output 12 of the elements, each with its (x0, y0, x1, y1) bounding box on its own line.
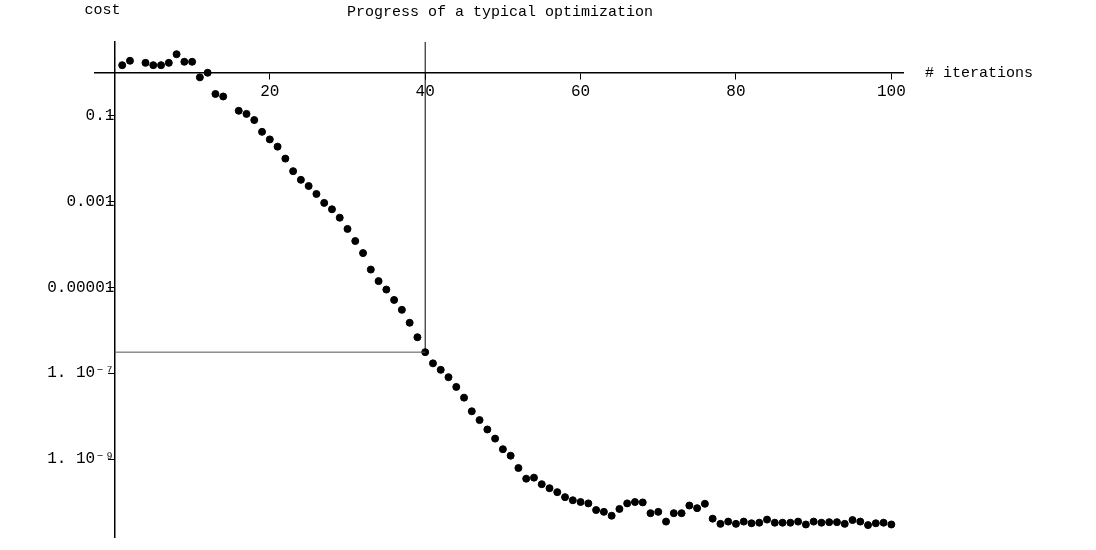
x-tick-label: 20 (260, 82, 280, 101)
x-tick-label: 80 (726, 82, 746, 101)
y-axis-title: cost (84, 1, 121, 19)
y-tick-label: 1. 10⁻⁷ (47, 364, 115, 383)
x-tick-label: 60 (570, 82, 591, 101)
y-tick-label: 0.001 (66, 192, 115, 211)
chart-title: Progress of a typical optimization (346, 3, 654, 21)
y-tick-label: 0.1 (85, 106, 115, 125)
y-tick-label: 1. 10⁻⁹ (47, 450, 115, 469)
y-tick-label: 0.00001 (47, 278, 115, 297)
x-tick-label: 100 (876, 82, 906, 101)
x-axis-title: # iterations (925, 64, 1034, 82)
